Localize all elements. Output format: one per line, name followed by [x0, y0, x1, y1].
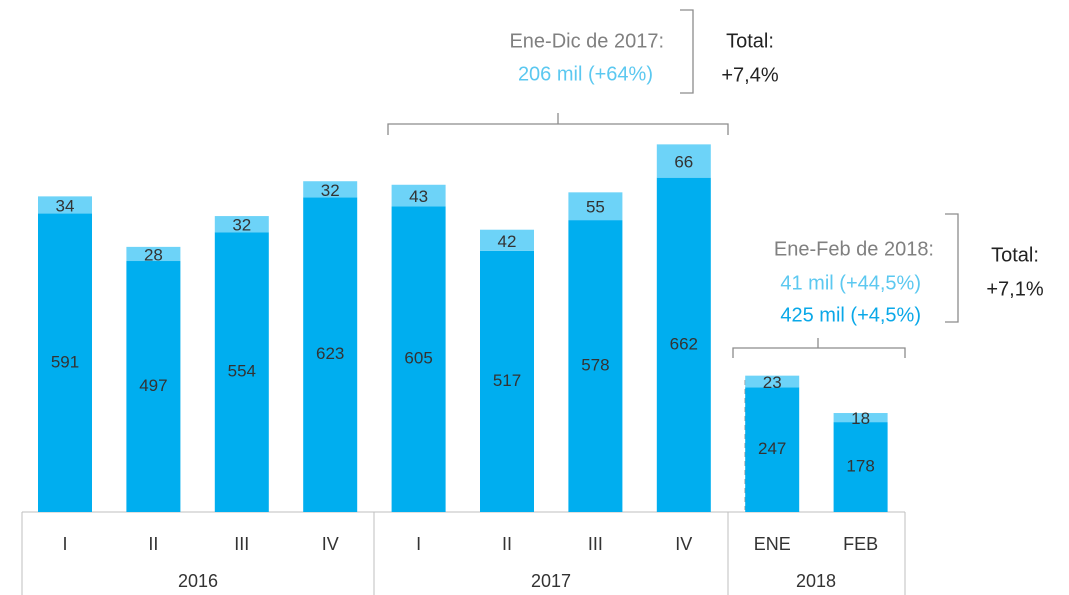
annotation: Ene-Feb de 2018: — [774, 238, 934, 260]
data-label: 554 — [228, 362, 256, 381]
data-label: 42 — [498, 232, 517, 251]
x-tick-label: IV — [322, 534, 339, 554]
group-label: 2018 — [796, 571, 836, 591]
bracket — [387, 113, 729, 135]
bar-segment — [833, 413, 888, 423]
bar-segment — [126, 261, 181, 512]
bracket — [680, 9, 694, 94]
data-label: 23 — [763, 373, 782, 392]
data-label: 662 — [670, 334, 698, 353]
data-label: 66 — [674, 153, 693, 172]
annotation: 206 mil (+64%) — [518, 63, 653, 85]
bar-segment — [214, 216, 269, 233]
bar-segment — [391, 184, 446, 207]
annotation: 425 mil (+4,5%) — [780, 304, 921, 326]
annotation: +7,1% — [986, 278, 1043, 300]
bar-segment — [126, 246, 181, 262]
x-tick-label: IV — [675, 534, 692, 554]
bar-segment — [38, 213, 92, 513]
bar-segment — [480, 250, 534, 513]
annotation: Total: — [991, 244, 1039, 266]
annotation: 41 mil (+44,5%) — [780, 272, 921, 294]
x-tick-label: III — [234, 534, 249, 554]
bar-segment — [214, 232, 269, 513]
bar-segment — [303, 197, 358, 512]
bar-segment — [656, 144, 711, 178]
annotations: Ene-Dic de 2017: 206 mil (+64%) Total: +… — [387, 9, 1044, 510]
bar-segment — [745, 387, 800, 512]
data-label: 178 — [846, 457, 874, 476]
annotation: Total: — [726, 30, 774, 52]
data-label: 32 — [321, 181, 340, 200]
data-label: 247 — [758, 439, 786, 458]
group-label: 2016 — [178, 571, 218, 591]
x-tick-label: I — [62, 534, 67, 554]
bar-segment — [656, 177, 711, 512]
x-tick-label: II — [148, 534, 158, 554]
bar-segment — [833, 422, 888, 512]
data-label: 623 — [316, 344, 344, 363]
bar-segment — [303, 181, 358, 198]
x-tick-label: ENE — [754, 534, 791, 554]
data-label: 497 — [139, 376, 167, 395]
data-label: 18 — [851, 409, 870, 428]
x-tick-label: FEB — [843, 534, 878, 554]
annotation: +7,4% — [721, 64, 778, 86]
data-label: 591 — [51, 352, 79, 371]
group-label: 2017 — [531, 571, 571, 591]
bar-segment — [745, 375, 800, 388]
data-label: 43 — [409, 187, 428, 206]
data-label: 34 — [56, 196, 75, 215]
data-label: 517 — [493, 371, 521, 390]
x-tick-label: I — [416, 534, 421, 554]
x-tick-label: III — [588, 534, 603, 554]
bracket — [732, 338, 906, 358]
data-label: 605 — [404, 349, 432, 368]
bar-segment — [568, 192, 623, 221]
bar-segment — [480, 229, 534, 251]
data-label: 55 — [586, 198, 605, 217]
x-tick-label: II — [502, 534, 512, 554]
data-label: 28 — [144, 245, 163, 264]
bracket — [945, 213, 959, 323]
bar-segment — [568, 220, 623, 513]
bar-segment — [391, 206, 446, 512]
annotation: Ene-Dic de 2017: — [509, 30, 664, 52]
bar-segment — [38, 196, 92, 214]
data-label: 32 — [232, 216, 251, 235]
data-label: 578 — [581, 356, 609, 375]
